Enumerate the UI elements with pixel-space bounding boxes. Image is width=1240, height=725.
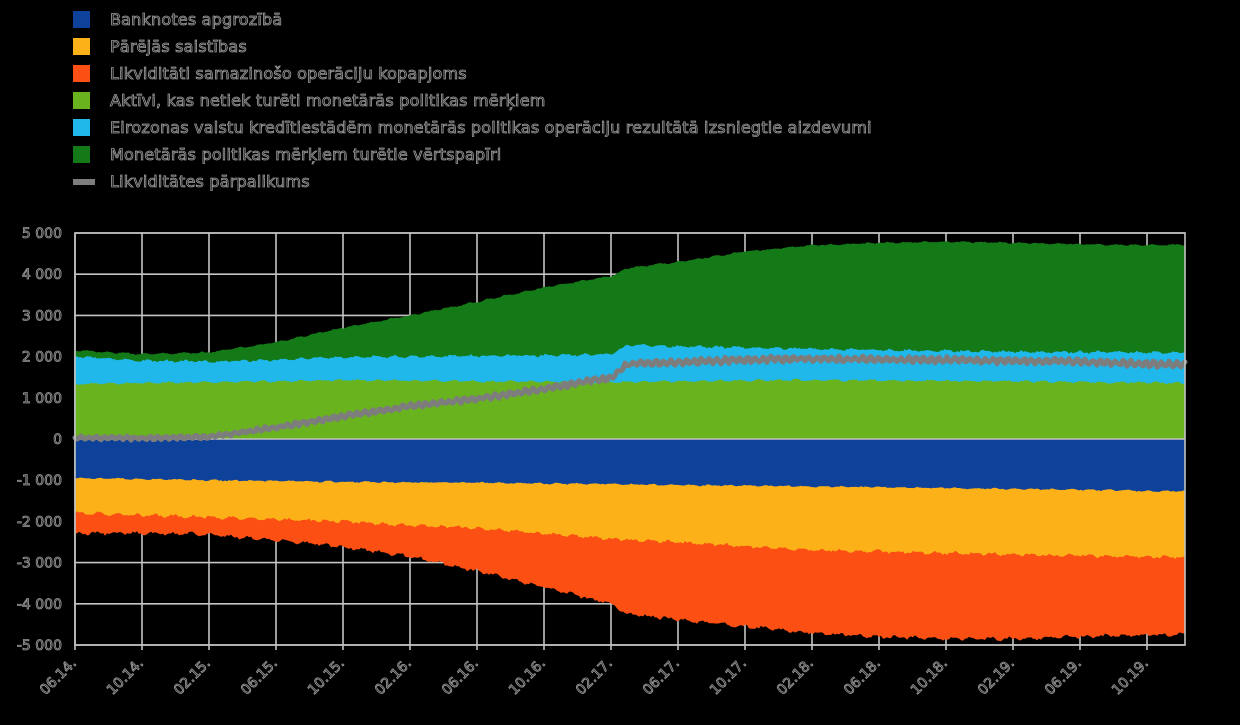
legend-item-non-mp-assets: Aktīvi, kas netiek turēti monetārās poli… [73,87,872,114]
x-axis-label: 10.14. [104,656,147,699]
x-axis-label: 02.19. [975,656,1018,699]
x-axis-label: 02.17. [573,656,616,699]
y-axis-label: -4 000 [17,597,62,613]
x-axis-label: 10.18. [908,656,951,699]
legend-label: Banknotes apgrozībā [110,10,283,30]
y-axis-label: 0 [53,432,62,448]
legend-color-swatch [73,119,90,136]
x-axis-label: 02.15. [171,656,214,699]
x-axis-label: 10.17. [707,656,750,699]
excess-liquidity-line [72,353,1188,443]
legend-label: Likviditāti samazinošo operāciju kopapjo… [110,64,467,84]
legend-label: Pārējās saistības [110,37,248,57]
x-axis-label: 06.14. [37,656,80,699]
y-axis-label: -5 000 [17,638,62,654]
legend-color-swatch [73,11,90,28]
y-axis-label: 3 000 [22,308,62,324]
legend-color-swatch [73,65,90,82]
x-axis-label: 06.15. [238,656,281,699]
y-axis-label: 2 000 [22,350,62,366]
legend-label: Eirozonas valstu kredītiestādēm monetārā… [110,118,872,138]
legend-item-liquidity-absorbing: Likviditāti samazinošo operāciju kopapjo… [73,60,872,87]
legend-color-swatch [73,92,90,109]
x-axis-label: 06.18. [841,656,884,699]
x-axis-label: 10.19. [1109,656,1152,699]
area-banknotes [75,439,1185,492]
area-non-mp-assets [75,378,1185,439]
x-axis-label: 10.15. [305,656,348,699]
legend-item-banknotes: Banknotes apgrozībā [73,6,872,33]
x-axis-label: 02.16. [372,656,415,699]
legend-item-mp-lending: Eirozonas valstu kredītiestādēm monetārā… [73,114,872,141]
legend-line-marker [73,178,95,185]
legend: Banknotes apgrozībā Pārējās saistības Likv… [73,6,872,195]
y-axis-label: -1 000 [17,473,62,489]
legend-color-swatch [73,146,90,163]
y-axis-label: -2 000 [17,514,62,530]
x-axis-label: 10.16. [506,656,549,699]
y-axis-label: 1 000 [22,391,62,407]
y-axis-label: 4 000 [22,267,62,283]
legend-item-other-liabilities: Pārējās saistības [73,33,872,60]
x-axis-label: 02.18. [774,656,817,699]
x-axis-label: 06.16. [439,656,482,699]
y-axis-label: -3 000 [17,556,62,572]
legend-label: Monetārās politikas mērķiem turētie vērt… [110,145,502,165]
plot-frame [74,232,1186,646]
legend-label: Likviditātes pārpalikums [110,172,310,192]
legend-color-swatch [73,38,90,55]
legend-label: Aktīvi, kas netiek turēti monetārās poli… [110,91,546,111]
x-axis-label: 06.17. [640,656,683,699]
legend-item-mp-securities: Monetārās politikas mērķiem turētie vērt… [73,141,872,168]
legend-item-excess-liquidity: Likviditātes pārpalikums [73,168,872,195]
x-axis-label: 06.19. [1042,656,1085,699]
y-axis-label: 5 000 [22,226,62,242]
